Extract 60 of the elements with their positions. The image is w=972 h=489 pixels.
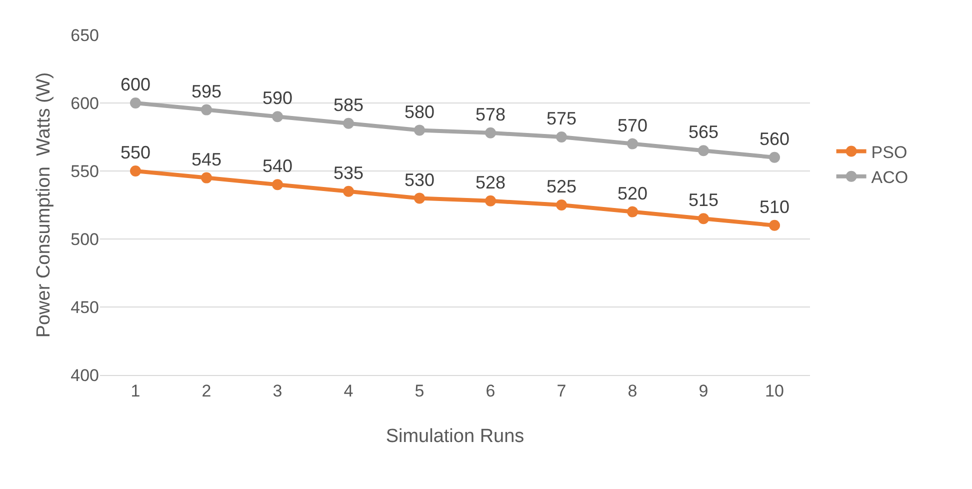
data-label: 535 [333,163,364,184]
legend-label: ACO [871,168,908,187]
point [130,98,141,108]
point [485,127,496,138]
data-label: 510 [759,197,790,218]
point [627,206,638,218]
point [627,138,638,150]
x-tick-label: 7 [556,381,566,400]
point [698,213,709,224]
data-label: 560 [759,129,790,150]
point [556,200,567,210]
x-tick-label: 5 [414,381,424,400]
point [343,118,354,129]
y-tick-label: 400 [70,366,99,385]
point [343,186,354,197]
data-label: 585 [333,95,364,116]
x-axis-title: Simulation Runs [386,426,524,447]
data-label: 545 [191,149,222,170]
data-label: 595 [191,81,222,102]
y-axis-title: Power Consumption Watts (W) [33,72,54,338]
point [414,192,425,204]
data-label: 565 [688,122,719,142]
point [201,104,212,116]
point [556,132,567,142]
point [130,166,141,176]
data-label: 580 [404,102,435,122]
x-tick-label: 8 [628,381,638,400]
data-label: 578 [475,104,506,125]
y-tick-label: 600 [70,94,99,113]
point [769,152,780,163]
point [698,145,709,156]
data-label: 530 [404,170,435,190]
point [272,111,283,122]
data-label: 528 [475,172,506,193]
data-label: 520 [617,183,648,204]
data-label: 575 [546,108,577,129]
x-tick-label: 2 [202,381,212,400]
y-tick-label: 500 [70,230,99,249]
data-label: 590 [262,88,293,108]
x-tick-label: 4 [344,381,354,400]
y-tick-label: 650 [70,26,99,45]
data-label: 600 [120,74,151,95]
point [414,124,425,136]
x-tick-label: 10 [765,381,784,400]
x-tick-label: 6 [486,381,496,400]
legend-label: PSO [871,142,908,162]
y-tick-label: 550 [70,162,99,181]
data-label: 515 [688,190,719,210]
data-label: 550 [120,142,151,163]
point [272,179,283,190]
data-label: 540 [262,156,293,176]
point [485,195,496,206]
x-tick-label: 3 [272,381,282,400]
data-label: 525 [546,176,577,197]
x-tick-label: 1 [130,381,140,400]
point [201,172,212,184]
y-tick-label: 450 [70,298,99,317]
data-label: 570 [617,115,648,136]
point [769,220,780,231]
x-tick-label: 9 [698,381,708,400]
